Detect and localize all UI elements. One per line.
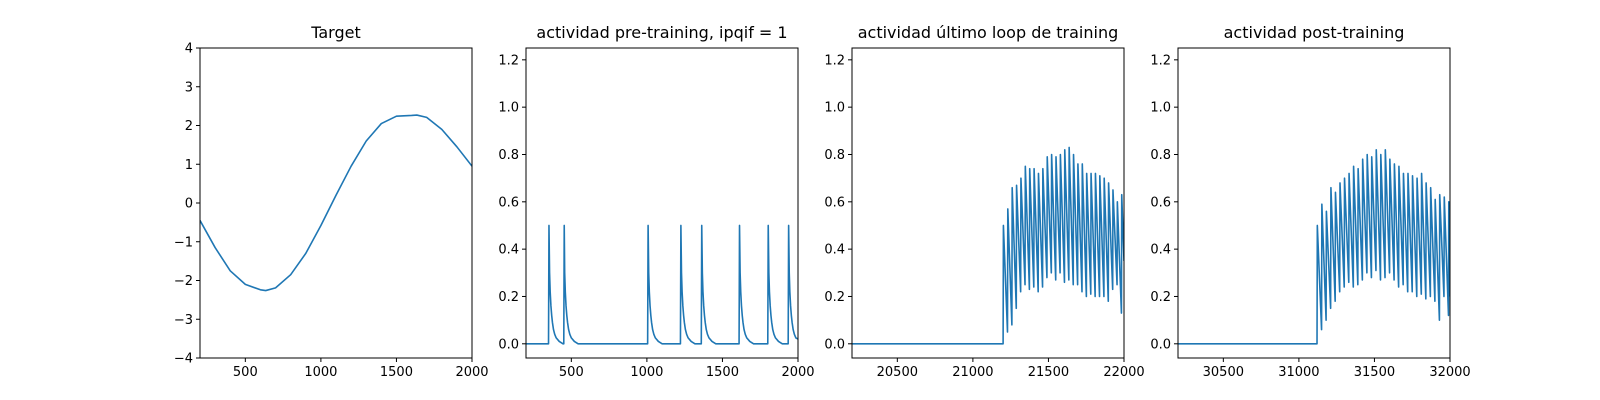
y-tick-label: 4 [185,42,193,57]
series-line [852,146,1124,345]
y-tick-label: 0.4 [498,243,519,258]
y-tick-label: −2 [174,274,193,289]
x-tick-label: 21000 [952,365,993,380]
series-line [200,114,472,292]
y-tick-label: 0.2 [498,290,519,305]
x-tick-label: 30500 [1203,365,1244,380]
x-tick-label: 1500 [380,365,413,380]
y-tick-label: 1.2 [1150,53,1171,68]
y-tick-label: 0.6 [824,195,845,210]
y-tick-label: 0.0 [1150,337,1171,352]
series-line [526,224,798,345]
x-tick-label: 500 [233,365,258,380]
y-tick-label: 0.4 [1150,243,1171,258]
x-tick-label: 500 [559,365,584,380]
plot-area [200,48,472,358]
y-tick-label: 3 [185,80,193,95]
y-tick-label: 0.6 [498,195,519,210]
x-tick-label: 21500 [1028,365,1069,380]
panel-title: Target [310,23,361,42]
y-tick-label: 1.0 [1150,101,1171,116]
y-tick-label: −1 [174,235,193,250]
y-tick-label: 0.6 [1150,195,1171,210]
plot-frame [525,47,799,359]
y-tick-label: −3 [174,313,193,328]
x-tick-label: 1000 [304,365,337,380]
x-tick-label: 31000 [1278,365,1319,380]
x-tick-label: 20500 [877,365,918,380]
x-tick-label: 1500 [706,365,739,380]
y-tick-label: 1.0 [824,101,845,116]
x-tick-label: 31500 [1354,365,1395,380]
y-tick-label: 2 [185,119,193,134]
x-tick-label: 22000 [1103,365,1144,380]
x-tick-label: 2000 [455,365,488,380]
y-tick-label: 0 [185,197,193,212]
y-tick-label: 0.2 [1150,290,1171,305]
panel-title: actividad último loop de training [858,23,1119,42]
y-tick-label: −4 [174,352,193,367]
y-tick-label: 0.0 [498,337,519,352]
panel-title: actividad pre-training, ipqif = 1 [536,23,787,42]
y-tick-label: 0.2 [824,290,845,305]
y-tick-label: 1 [185,158,193,173]
panel-title: actividad post-training [1224,23,1405,42]
y-tick-label: 0.4 [824,243,845,258]
panel-pre-training: 500 1000 1500 2000 0.0 0.2 0.4 0.6 0.8 1.0 1.2 acti… [498,23,814,380]
y-tick-label: 0.8 [1150,148,1171,163]
panel-last-training-loop: 20500 21000 21500 22000 0.0 0.2 0.4 0.6 0.8 1.0 1.… [824,23,1144,380]
x-tick-label: 2000 [781,365,814,380]
plot-frame [1177,47,1451,359]
panel-post-training: 30500 31000 31500 32000 0.0 0.2 0.4 0.6 0.8 1.0 1.… [1150,23,1470,380]
plot-area [526,48,798,358]
series-line [1178,148,1450,345]
y-tick-label: 1.0 [498,101,519,116]
y-tick-label: 1.2 [498,53,519,68]
y-tick-label: 0.8 [498,148,519,163]
y-tick-label: 0.0 [824,337,845,352]
plot-frame [851,47,1125,359]
x-tick-label: 32000 [1429,365,1470,380]
x-tick-label: 1000 [630,365,663,380]
y-tick-label: 1.2 [824,53,845,68]
y-tick-label: 0.8 [824,148,845,163]
panel-target: 500 1000 1500 2000 −4 −3 −2 −1 0 1 2 3 4 Target [174,23,489,380]
